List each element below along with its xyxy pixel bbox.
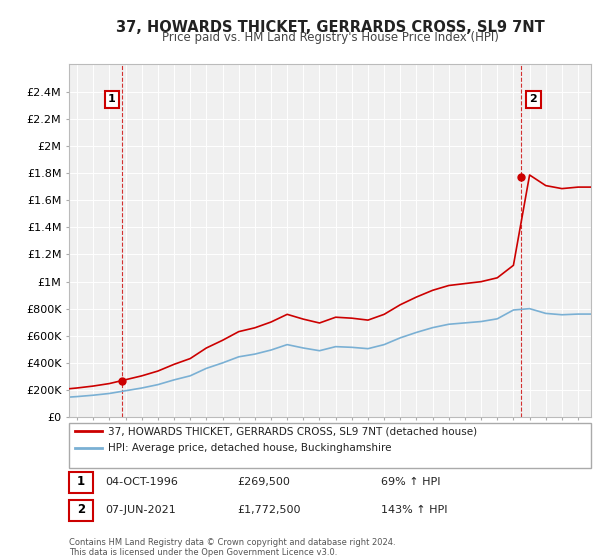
Text: 69% ↑ HPI: 69% ↑ HPI: [381, 477, 440, 487]
Text: £269,500: £269,500: [237, 477, 290, 487]
Text: 07-JUN-2021: 07-JUN-2021: [105, 505, 176, 515]
Text: 1: 1: [108, 94, 116, 104]
Text: 143% ↑ HPI: 143% ↑ HPI: [381, 505, 448, 515]
Text: 37, HOWARDS THICKET, GERRARDS CROSS, SL9 7NT: 37, HOWARDS THICKET, GERRARDS CROSS, SL9…: [116, 20, 544, 35]
Text: 37, HOWARDS THICKET, GERRARDS CROSS, SL9 7NT (detached house): 37, HOWARDS THICKET, GERRARDS CROSS, SL9…: [108, 426, 477, 436]
Text: 04-OCT-1996: 04-OCT-1996: [105, 477, 178, 487]
Text: 1: 1: [77, 475, 85, 488]
Text: HPI: Average price, detached house, Buckinghamshire: HPI: Average price, detached house, Buck…: [108, 443, 392, 453]
Text: Price paid vs. HM Land Registry's House Price Index (HPI): Price paid vs. HM Land Registry's House …: [161, 31, 499, 44]
Text: 2: 2: [530, 94, 538, 104]
Text: 2: 2: [77, 503, 85, 516]
Text: Contains HM Land Registry data © Crown copyright and database right 2024.
This d: Contains HM Land Registry data © Crown c…: [69, 538, 395, 557]
Text: £1,772,500: £1,772,500: [237, 505, 301, 515]
